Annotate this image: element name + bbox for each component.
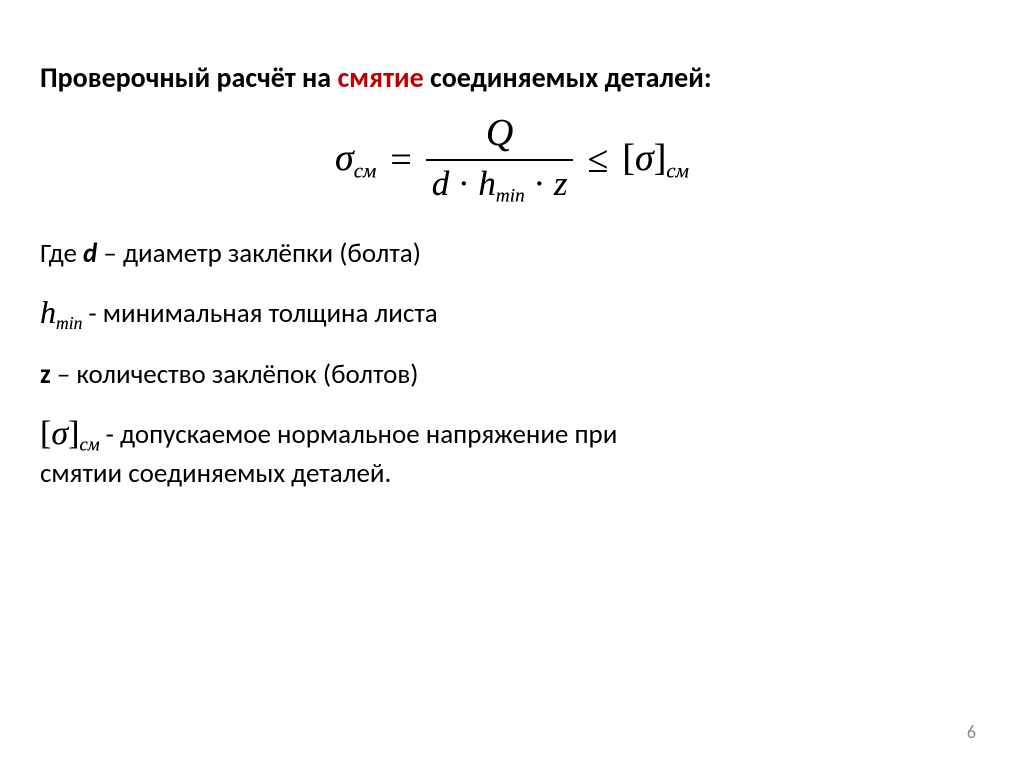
allowed-sigma-text-2: смятии соединяемых деталей.	[40, 457, 984, 491]
hmin-text: - минимальная толщина листа	[88, 297, 437, 331]
main-formula: σсм = Q d · hmin · z ≤ [σ]см	[40, 113, 984, 207]
den-h-sub: min	[496, 186, 525, 207]
slide: Проверочный расчёт на смятие соединяемых…	[0, 0, 1024, 767]
title-before: Проверочный расчёт на	[40, 60, 337, 95]
page-number: 6	[967, 721, 976, 743]
formula-row: σсм = Q d · hmin · z ≤ [σ]см	[335, 113, 689, 207]
formula-rhs: [σ]см	[622, 139, 689, 181]
fraction-numerator: Q	[480, 113, 519, 159]
sigma-symbol: σ	[335, 137, 354, 179]
allowed-sigma-sub: см	[79, 435, 99, 456]
fraction: Q d · hmin · z	[426, 113, 574, 207]
allowed-sigma-text-1: - допускаемое нормальное напряжение при	[106, 418, 618, 452]
allowed-bracket-close: ]	[68, 415, 79, 452]
le-sign: ≤	[587, 141, 608, 179]
slide-title: Проверочный расчёт на смятие соединяемых…	[40, 60, 984, 95]
def-sigma-line1: [σ]см - допускаемое нормальное напряжени…	[40, 413, 984, 457]
hmin-sub: min	[56, 314, 82, 334]
formula-lhs: σсм	[335, 139, 376, 181]
def-z-var: z	[40, 358, 51, 391]
allowed-sigma-symbol: [σ]см	[40, 413, 100, 457]
sigma-rhs-subscript: см	[666, 158, 689, 182]
hmin-h: h	[40, 294, 56, 330]
den-dot-1: ·	[458, 164, 470, 203]
fraction-denominator: d · hmin · z	[426, 161, 574, 207]
def-d-before: Где	[40, 237, 83, 270]
allowed-bracket-open: [	[40, 415, 51, 452]
sigma-symbol-rhs: σ	[635, 137, 654, 179]
def-d: Где d – диаметр заклёпки (болта)	[40, 237, 984, 271]
title-accent: смятие	[337, 60, 423, 95]
hmin-symbol: hmin	[40, 292, 82, 335]
den-dot-2: ·	[533, 164, 545, 203]
den-h: h	[478, 164, 495, 203]
def-z-text: – количество заклёпок (болтов)	[51, 358, 419, 391]
den-z: z	[554, 164, 568, 203]
equals-sign: =	[390, 141, 411, 179]
bracket-close: ]	[654, 137, 667, 179]
def-d-after: – диаметр заклёпки (болта)	[97, 237, 421, 270]
sigma-subscript: см	[354, 158, 377, 182]
den-d: d	[432, 164, 449, 203]
def-hmin: hmin - минимальная толщина листа	[40, 292, 984, 335]
def-z: z – количество заклёпок (болтов)	[40, 358, 984, 392]
bracket-open: [	[622, 137, 635, 179]
def-d-var: d	[83, 237, 97, 270]
title-after: соединяемых деталей:	[424, 60, 712, 95]
def-sigma-allowed: [σ]см - допускаемое нормальное напряжени…	[40, 413, 984, 491]
allowed-sigma: σ	[51, 415, 68, 452]
